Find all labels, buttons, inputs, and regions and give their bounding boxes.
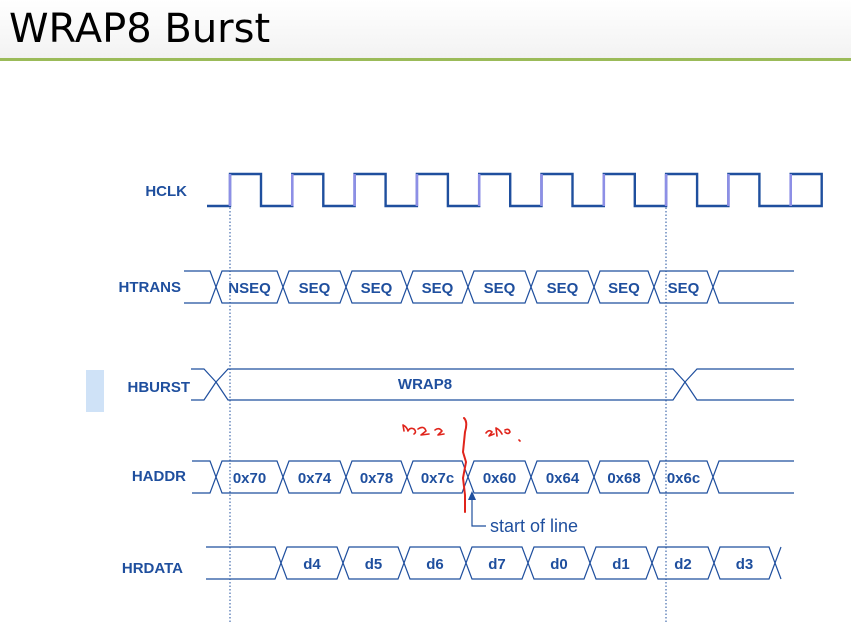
- haddr-cell-label: 0x60: [483, 470, 516, 487]
- htrans-cell-label: SEQ: [422, 280, 454, 297]
- hrdata-cell-label: d4: [303, 556, 321, 573]
- red-scribble-left: [402, 424, 445, 436]
- htrans-cell-label: SEQ: [484, 280, 516, 297]
- title-divider: [0, 58, 851, 61]
- haddr-cell-label: 0x7c: [421, 470, 454, 487]
- haddr-bus: 0x70 0x74 0x78 0x7c 0x60 0x64 0x68 0x6c: [192, 460, 794, 494]
- htrans-bus: NSEQ SEQ SEQ SEQ SEQ SEQ SEQ SEQ: [184, 270, 794, 304]
- callout-arrowhead: [468, 491, 476, 500]
- haddr-lead-edge: [192, 460, 217, 494]
- haddr-cell-label: 0x78: [360, 470, 393, 487]
- hrdata-cell-label: d1: [612, 556, 630, 573]
- start-of-line-callout: start of line: [468, 491, 578, 536]
- htrans-cell-label: SEQ: [547, 280, 579, 297]
- htrans-cell-label: SEQ: [299, 280, 331, 297]
- hrdata-cell-label: d2: [674, 556, 692, 573]
- hclk-label: HCLK: [145, 183, 187, 200]
- haddr-tail-edge: [712, 460, 794, 494]
- selection-highlight: [86, 370, 104, 412]
- hrdata-lead-edge: [206, 546, 282, 580]
- htrans-cell-label: SEQ: [608, 280, 640, 297]
- hclk-waveform: [207, 172, 823, 208]
- hburst-label: HBURST: [128, 379, 191, 396]
- hrdata-bus: d4 d5 d6 d7 d0 d1 d2 d3: [206, 546, 782, 580]
- start-of-line-text: start of line: [490, 516, 578, 536]
- hclk-wave-line: [207, 172, 823, 208]
- htrans-cell-label: NSEQ: [228, 280, 271, 297]
- red-marker-line: [461, 417, 468, 513]
- htrans-tail-edge: [712, 270, 794, 304]
- haddr-cell-label: 0x70: [233, 470, 266, 487]
- haddr-label: HADDR: [132, 468, 186, 485]
- haddr-cell-label: 0x64: [546, 470, 580, 487]
- hburst-tail-edge: [684, 368, 794, 401]
- hburst-bus: WRAP8: [191, 368, 794, 401]
- haddr-cell-label: 0x74: [298, 470, 332, 487]
- callout-leader: [471, 493, 486, 527]
- red-scribble-right: [485, 427, 521, 442]
- htrans-lead-edge: [184, 270, 217, 304]
- htrans-cell-label: SEQ: [668, 280, 700, 297]
- htrans-cell-label: SEQ: [361, 280, 393, 297]
- hburst-lead-edge: [191, 368, 217, 401]
- hrdata-cell-label: d3: [736, 556, 754, 573]
- slide-title: WRAP8 Burst: [9, 6, 271, 52]
- hrdata-tail-edge: [774, 546, 782, 580]
- haddr-cell-label: 0x6c: [667, 470, 700, 487]
- slide-header: WRAP8 Burst: [0, 0, 851, 61]
- hrdata-cell-label: d7: [488, 556, 506, 573]
- handwritten-annotation: [402, 417, 521, 513]
- hrdata-cell-label: d0: [550, 556, 568, 573]
- hrdata-cell-label: d6: [426, 556, 444, 573]
- htrans-label: HTRANS: [119, 279, 182, 296]
- hburst-value: WRAP8: [398, 376, 452, 393]
- hrdata-cell-label: d5: [365, 556, 383, 573]
- hrdata-label: HRDATA: [122, 560, 183, 577]
- haddr-cell-label: 0x68: [607, 470, 640, 487]
